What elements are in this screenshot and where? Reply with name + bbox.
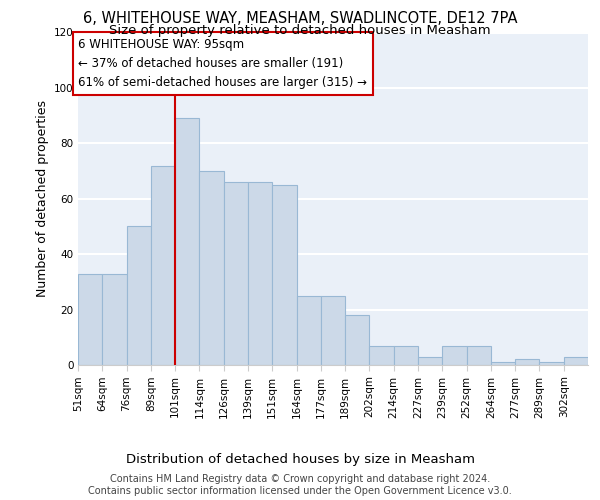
Bar (272, 185, 296, 365)
Bar (175, 118, 199, 365)
Text: Distribution of detached houses by size in Measham: Distribution of detached houses by size … (125, 452, 475, 466)
Text: 6, WHITEHOUSE WAY, MEASHAM, SWADLINCOTE, DE12 7PA: 6, WHITEHOUSE WAY, MEASHAM, SWADLINCOTE,… (83, 11, 517, 26)
Bar (491, 362, 515, 365)
Bar (467, 346, 491, 365)
Bar (418, 356, 442, 365)
Bar (564, 356, 588, 365)
Bar (78, 274, 102, 365)
Bar (296, 296, 321, 365)
Text: Size of property relative to detached houses in Measham: Size of property relative to detached ho… (109, 24, 491, 37)
Bar (224, 182, 248, 365)
Text: 6 WHITEHOUSE WAY: 95sqm
← 37% of detached houses are smaller (191)
61% of semi-d: 6 WHITEHOUSE WAY: 95sqm ← 37% of detache… (79, 38, 367, 89)
Text: Contains HM Land Registry data © Crown copyright and database right 2024.
Contai: Contains HM Land Registry data © Crown c… (88, 474, 512, 496)
Bar (370, 346, 394, 365)
Bar (127, 226, 151, 365)
Bar (394, 346, 418, 365)
Bar (151, 166, 175, 365)
Bar (345, 315, 370, 365)
Bar (102, 274, 127, 365)
Bar (442, 346, 467, 365)
Bar (515, 360, 539, 365)
Bar (199, 171, 224, 365)
Bar (248, 182, 272, 365)
Y-axis label: Number of detached properties: Number of detached properties (35, 100, 49, 297)
Bar (321, 296, 345, 365)
Bar (539, 362, 564, 365)
